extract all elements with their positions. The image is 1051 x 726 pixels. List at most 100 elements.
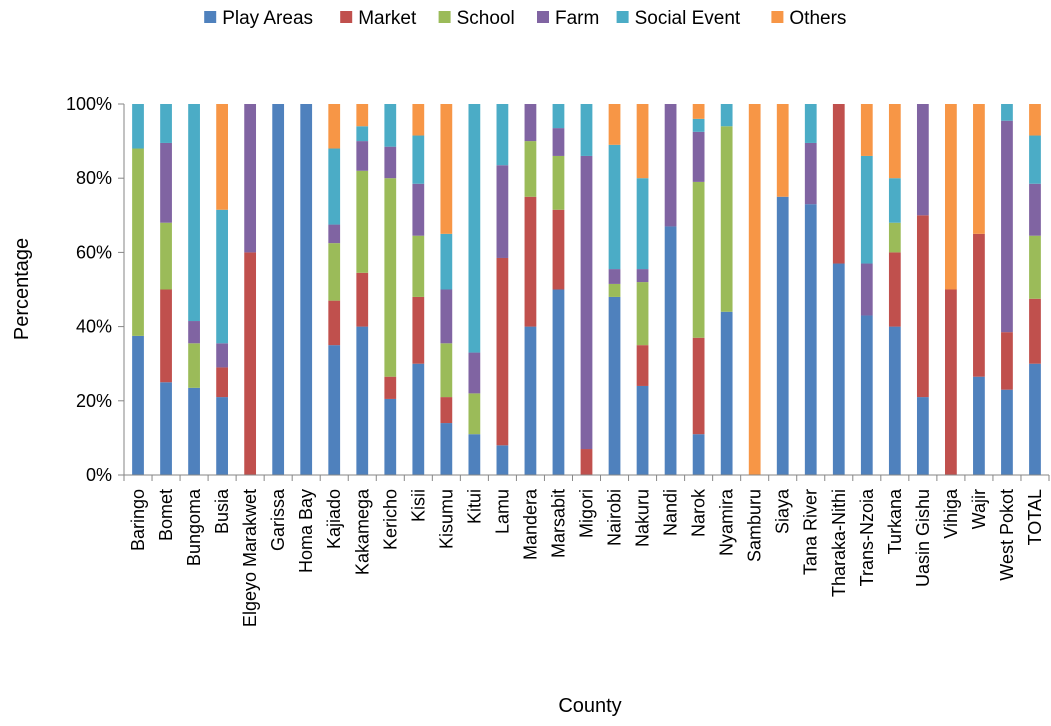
bar-segment (356, 272, 369, 327)
bar-segment (916, 215, 929, 398)
legend-swatch (204, 11, 217, 23)
y-tick-label: 60% (76, 242, 112, 262)
bar-segment (384, 376, 397, 399)
bar-segment (664, 226, 677, 475)
bar-segment (412, 363, 425, 475)
x-tick-label: Vihiga (941, 488, 961, 539)
bar-segment (692, 181, 705, 338)
x-tick-label: Trans-Nzoia (857, 488, 877, 586)
bar-segment (160, 382, 172, 475)
bar-segment (692, 434, 705, 475)
bar-segment (524, 326, 537, 475)
bar-segment (524, 141, 537, 197)
legend-item: Play Areas (204, 8, 313, 29)
x-tick-label: Siaya (773, 488, 793, 534)
legend-swatch (771, 11, 784, 23)
x-tick-label: TOTAL (1025, 489, 1045, 545)
bar-segment (1001, 104, 1013, 121)
bar-segment (804, 104, 817, 143)
x-tick-label: Kakamega (352, 488, 372, 575)
legend-item: Market (340, 8, 417, 29)
x-tick-label: Kericho (380, 489, 400, 550)
bar-segment (1029, 183, 1041, 236)
bar-segment (720, 104, 733, 127)
bar-segment (1029, 135, 1041, 184)
bar-segment (1029, 363, 1041, 475)
legend-swatch (537, 11, 549, 23)
bar-segment (552, 289, 565, 475)
bar-segment (132, 104, 144, 149)
bar-segment (328, 243, 341, 301)
bar-segment (496, 104, 509, 166)
bar-segment (888, 326, 901, 475)
x-tick-label: Elgeyo Marakwet (240, 489, 260, 627)
bar-segment (1001, 332, 1013, 390)
bar-segment (328, 345, 341, 475)
bar-segment (132, 148, 144, 336)
bar-segment (580, 449, 593, 475)
x-tick-label: West Pokot (997, 489, 1017, 581)
bar-segment (1001, 389, 1013, 475)
bar-segment (776, 104, 789, 197)
bar-segment (160, 142, 172, 223)
bar-segment (356, 126, 369, 142)
bar-segment (356, 170, 369, 273)
x-tick-label: Lamu (492, 489, 512, 534)
bar-segment (160, 289, 172, 383)
legend: Play Areas Market School Farm Social Event Ot… (204, 8, 846, 29)
x-tick-label: Garissa (268, 488, 288, 551)
bar-segment (356, 326, 369, 475)
bar-segment (412, 296, 425, 364)
bar-segment (384, 146, 397, 179)
bar-segment (636, 269, 649, 283)
x-tick-label: Kitui (464, 489, 484, 524)
legend-swatch (616, 11, 629, 23)
bar-segment (945, 104, 957, 290)
bar-segment (720, 126, 733, 312)
bar-segment (608, 296, 621, 475)
bar-segment (216, 367, 228, 398)
bar-segment (552, 155, 565, 210)
x-tick-label: Kisii (408, 489, 428, 522)
bar-segment (832, 104, 845, 264)
bar-segment (552, 128, 565, 156)
bar-segment (1001, 120, 1013, 333)
bar-segment (328, 104, 341, 149)
bar-segment (608, 104, 621, 145)
bar-segment (440, 104, 453, 234)
bar-segment (692, 118, 705, 132)
bar-segment (804, 204, 817, 476)
bar-segment (468, 352, 481, 394)
bar-segment (188, 343, 200, 388)
bar-segment (748, 104, 761, 475)
legend-label: Others (789, 8, 846, 29)
x-tick-label: Marsabit (548, 489, 568, 558)
x-tick-label: Nairobi (605, 489, 625, 546)
x-tick-label: Homa Bay (296, 489, 316, 573)
legend-label: Farm (555, 8, 599, 29)
legend-label: Market (358, 8, 417, 29)
bar-segment (692, 337, 705, 435)
bar-segment (244, 252, 257, 475)
legend-label: Social Event (635, 8, 741, 29)
bar-segment (860, 155, 873, 264)
bar-segment (440, 289, 453, 344)
x-tick-label: Tana River (801, 489, 821, 575)
x-tick-label: Bomet (156, 489, 176, 541)
bar-segment (468, 104, 481, 353)
bar-segment (720, 311, 733, 475)
x-tick-label: Nyamira (717, 488, 737, 556)
axes: 0% 20% 40% 60% 80% 100% Baringo Bomet Bungoma Bus… (66, 94, 1050, 627)
bar-segment (216, 104, 228, 210)
bar-segment (636, 104, 649, 179)
bar-segment (608, 144, 621, 270)
bar-segment (608, 269, 621, 284)
bar-segment (300, 104, 313, 475)
legend-swatch (340, 11, 353, 23)
y-axis-title: Percentage (11, 238, 33, 340)
x-tick-label: Migori (577, 489, 597, 538)
x-tick-label: Kajiado (324, 489, 344, 549)
bar-segment (356, 141, 369, 171)
bar-segment (132, 335, 144, 476)
